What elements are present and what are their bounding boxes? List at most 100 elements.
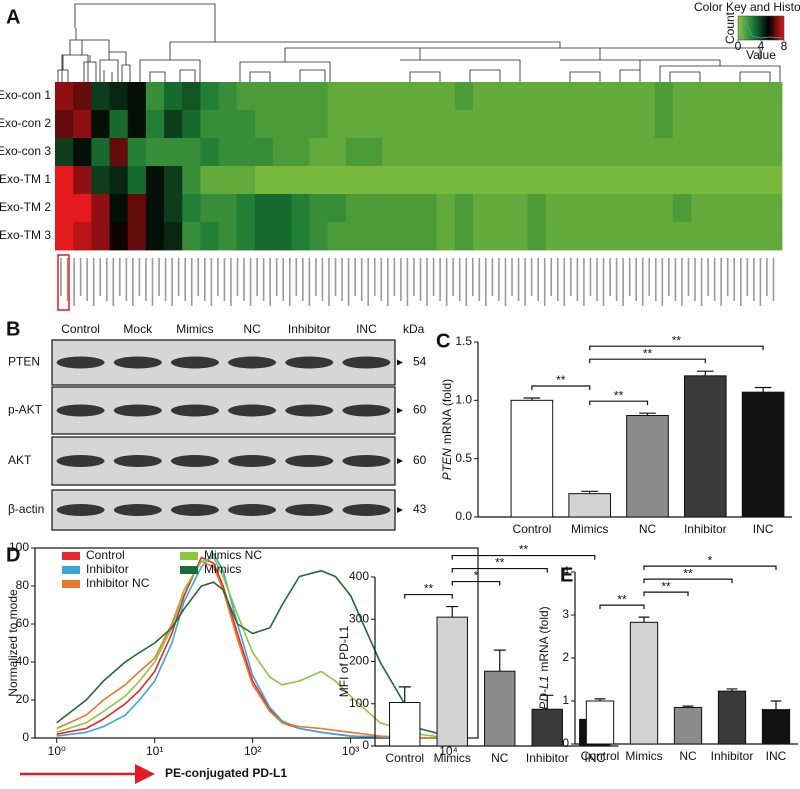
heatmap-cell bbox=[291, 166, 310, 195]
significance-bracket bbox=[451, 580, 501, 586]
blot-band bbox=[228, 404, 277, 417]
row-label: Exo-con 3 bbox=[0, 144, 51, 158]
blot-band bbox=[56, 404, 105, 417]
heatmap-cell bbox=[582, 166, 601, 195]
significance-label: ** bbox=[556, 373, 566, 387]
significance-label: ** bbox=[614, 388, 624, 402]
heatmap-cell bbox=[73, 194, 92, 223]
heatmap-cell bbox=[473, 166, 492, 195]
heatmap-cell bbox=[327, 138, 347, 167]
error-bar bbox=[581, 490, 599, 494]
significance-label: ** bbox=[617, 592, 627, 606]
protein-label: p-AKT bbox=[8, 403, 43, 417]
dendrogram bbox=[57, 3, 781, 82]
heatmap-cell bbox=[509, 110, 528, 139]
heatmap-cell bbox=[273, 194, 292, 223]
row-label: Exo-con 2 bbox=[0, 116, 51, 130]
heatmap-cell bbox=[600, 194, 619, 223]
heatmap-cell bbox=[618, 166, 637, 195]
legend-swatch bbox=[180, 552, 198, 560]
panel-letter: C bbox=[436, 330, 450, 352]
heatmap-cell bbox=[491, 222, 510, 251]
heatmap-cell bbox=[418, 194, 438, 223]
heatmap-cell bbox=[254, 110, 274, 139]
x-tick-label: 10⁴ bbox=[439, 744, 458, 758]
heatmap-cell bbox=[145, 166, 165, 195]
legend-label: Mimics NC bbox=[204, 548, 262, 562]
heatmap-cell bbox=[691, 110, 710, 139]
heatmap-cell bbox=[527, 82, 547, 111]
heatmap-cell bbox=[400, 138, 419, 167]
x-tick-label: NC bbox=[679, 749, 697, 763]
y-tick-label: 100 bbox=[349, 696, 369, 710]
heatmap-cell bbox=[182, 166, 201, 195]
y-tick-label: 2 bbox=[562, 650, 569, 664]
x-tick-label: INC bbox=[584, 751, 605, 765]
heatmap-cell bbox=[164, 194, 183, 223]
heatmap-cell bbox=[164, 166, 183, 195]
blot-band bbox=[170, 404, 219, 417]
key-ylabel: Count bbox=[723, 11, 737, 44]
heatmap-cell bbox=[164, 222, 183, 251]
x-tick-label: Mimics bbox=[625, 749, 662, 763]
heatmap-cell bbox=[618, 138, 637, 167]
heatmap-cell bbox=[127, 82, 147, 111]
x-axis-label: PE-conjugated PD-L1 bbox=[165, 766, 287, 780]
heatmap-cell bbox=[363, 222, 383, 251]
y-tick-label: 0 bbox=[22, 730, 29, 744]
heatmap-cell bbox=[654, 166, 674, 195]
key-xlabel: Value bbox=[746, 48, 776, 62]
heatmap-cell bbox=[709, 138, 728, 167]
heatmap-cell bbox=[636, 194, 656, 223]
heatmap-cell bbox=[563, 166, 583, 195]
y-axis-label: PD-L1 mRNA (fold) bbox=[537, 606, 551, 709]
plot-frame bbox=[34, 547, 479, 739]
heatmap-cell bbox=[727, 110, 747, 139]
heatmap-cell bbox=[309, 110, 329, 139]
significance-bracket bbox=[589, 358, 706, 364]
error-bar bbox=[726, 688, 738, 692]
heatmap-cell bbox=[218, 194, 238, 223]
heatmap-cell bbox=[563, 222, 583, 251]
heatmap-cell bbox=[745, 138, 765, 167]
heatmap-cell bbox=[545, 82, 565, 111]
error-bar bbox=[594, 698, 606, 701]
y-tick-label: 60 bbox=[16, 616, 30, 630]
bar bbox=[673, 706, 703, 745]
lane-label: Mock bbox=[123, 322, 153, 336]
heatmap-cell bbox=[545, 194, 565, 223]
heatmap-cell bbox=[200, 138, 219, 167]
significance-bracket bbox=[643, 591, 689, 597]
heatmap-cell bbox=[127, 138, 147, 167]
heatmap-cell bbox=[563, 138, 583, 167]
protein-label: β-actin bbox=[8, 502, 44, 516]
heatmap-cell bbox=[91, 222, 110, 251]
heatmap-cell bbox=[273, 138, 292, 167]
heatmap-cell bbox=[582, 110, 601, 139]
error-bar bbox=[770, 700, 782, 710]
heatmap-cell bbox=[727, 194, 747, 223]
mw-label: 43 bbox=[413, 502, 427, 516]
heatmap-cell bbox=[55, 82, 74, 111]
blot-band bbox=[170, 356, 219, 369]
heatmap-cell bbox=[345, 194, 365, 223]
heatmap-cell bbox=[309, 194, 329, 223]
heatmap-cell bbox=[636, 110, 656, 139]
heatmap-cell bbox=[600, 110, 619, 139]
heatmap-cell bbox=[218, 222, 238, 251]
significance-label: ** bbox=[643, 346, 653, 360]
heatmap-cell bbox=[763, 166, 783, 195]
heatmap-cell bbox=[709, 222, 728, 251]
heatmap-cell bbox=[563, 82, 583, 111]
heatmap-cell bbox=[363, 166, 383, 195]
heatmap-cell bbox=[745, 194, 765, 223]
x-tick-label: INC bbox=[753, 522, 774, 536]
heatmap-cell bbox=[418, 222, 438, 251]
heatmap-cell bbox=[582, 82, 601, 111]
mw-marker bbox=[397, 507, 403, 513]
heatmap-cell bbox=[109, 82, 129, 111]
error-bar bbox=[541, 694, 554, 710]
heatmap-cell bbox=[254, 194, 274, 223]
heatmap-cell bbox=[382, 166, 401, 195]
heatmap-cell bbox=[654, 138, 674, 167]
